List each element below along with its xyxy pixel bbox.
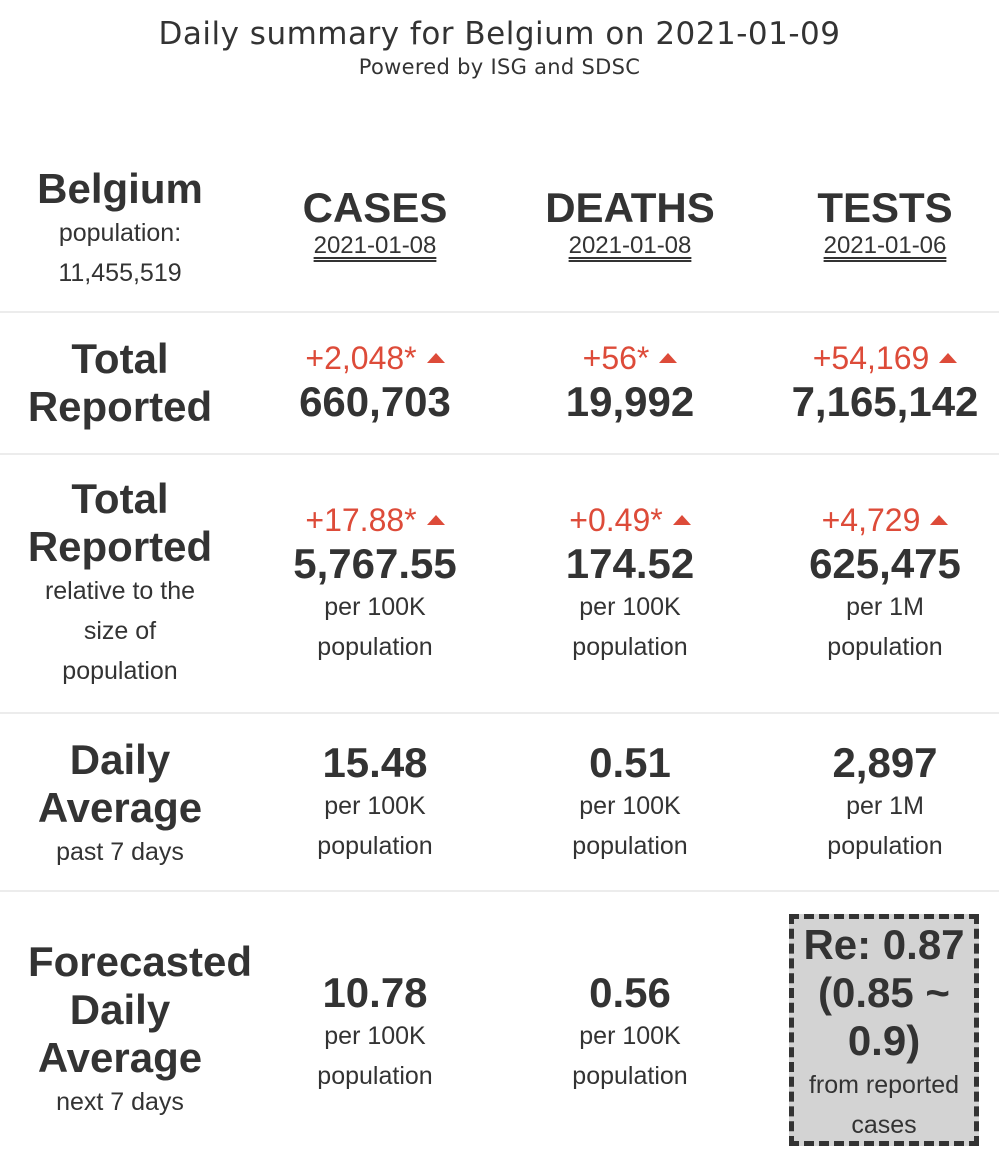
- deaths-daily-unit2: population: [572, 832, 688, 860]
- triangle-up-icon: [426, 514, 445, 525]
- deaths-relative-value: 174.52: [565, 540, 695, 587]
- tests-total-cell: +54,169 7,165,142: [760, 337, 999, 425]
- row-label-line: Reported: [27, 523, 213, 570]
- cases-forecast-cell: 10.78 per 100K population: [250, 970, 500, 1096]
- row-label-line: Reported: [27, 383, 213, 430]
- row-label-line: Total: [71, 335, 169, 382]
- deaths-total-value: 19,992: [565, 378, 695, 425]
- deaths-relative-cell: +0.49* 174.52 per 100K population: [505, 499, 755, 667]
- row-divider: [0, 453, 999, 455]
- deaths-date: 2021-01-08: [568, 232, 692, 259]
- row-label-line: Daily: [69, 736, 171, 783]
- cases-total-delta: +2,048*: [250, 337, 500, 379]
- page-title: Daily summary for Belgium on 2021-01-09: [158, 16, 841, 52]
- row-divider: [0, 712, 999, 714]
- cases-forecast-value: 10.78: [322, 969, 428, 1016]
- daily-average-label: Daily Average past 7 days: [0, 736, 240, 872]
- tests-total-value: 7,165,142: [791, 378, 979, 425]
- deaths-forecast-cell: 0.56 per 100K population: [505, 970, 755, 1096]
- cases-header: CASES 2021-01-08: [250, 185, 500, 261]
- tests-total-delta: +54,169: [760, 337, 999, 379]
- deaths-label: DEATHS: [545, 184, 715, 231]
- cases-relative-unit2: population: [317, 633, 433, 661]
- tests-label: TESTS: [817, 184, 953, 231]
- cases-daily-unit2: population: [317, 832, 433, 860]
- triangle-up-icon: [659, 352, 678, 363]
- triangle-up-icon: [930, 514, 949, 525]
- deaths-total-delta: +56*: [505, 337, 755, 379]
- row-sublabel: population: [62, 657, 178, 685]
- tests-relative-unit: per 1M: [846, 593, 924, 621]
- triangle-up-icon: [672, 514, 691, 525]
- re-value: Re: 0.87: [803, 921, 965, 968]
- cases-total-value: 660,703: [299, 378, 451, 425]
- cases-forecast-unit: per 100K: [324, 1022, 426, 1050]
- page-subtitle: Powered by ISG and SDSC: [358, 55, 641, 79]
- row-sublabel: relative to the: [44, 577, 196, 605]
- deaths-relative-unit: per 100K: [579, 593, 681, 621]
- country-cell: Belgium population: 11,455,519: [0, 165, 240, 293]
- re-interval-end: 0.9): [847, 1017, 921, 1064]
- cases-total-cell: +2,048* 660,703: [250, 337, 500, 425]
- cases-label: CASES: [302, 184, 448, 231]
- row-label-line: Daily: [69, 986, 171, 1033]
- triangle-up-icon: [426, 352, 445, 363]
- tests-relative-cell: +4,729 625,475 per 1M population: [760, 499, 999, 667]
- tests-relative-value: 625,475: [809, 540, 961, 587]
- re-source: from reported: [808, 1071, 960, 1099]
- cases-daily-unit: per 100K: [324, 792, 426, 820]
- row-divider: [0, 890, 999, 892]
- deaths-forecast-value: 0.56: [589, 969, 671, 1016]
- tests-header: TESTS 2021-01-06: [760, 185, 999, 261]
- deaths-header: DEATHS 2021-01-08: [505, 185, 755, 261]
- deaths-daily-value: 0.51: [589, 739, 671, 786]
- row-sublabel: size of: [83, 617, 157, 645]
- cases-relative-value: 5,767.55: [293, 540, 457, 587]
- deaths-daily-cell: 0.51 per 100K population: [505, 740, 755, 866]
- tests-daily-value: 2,897: [832, 739, 938, 786]
- country-name: Belgium: [37, 165, 203, 212]
- cases-relative-cell: +17.88* 5,767.55 per 100K population: [250, 499, 500, 667]
- row-label-line: Average: [37, 1034, 203, 1081]
- deaths-relative-delta: +0.49*: [505, 499, 755, 541]
- re-estimate-box: Re: 0.87 (0.85 ~ 0.9) from reported case…: [789, 914, 979, 1146]
- cases-date: 2021-01-08: [313, 232, 437, 259]
- total-reported-label: Total Reported: [0, 335, 240, 431]
- triangle-up-icon: [939, 352, 958, 363]
- row-divider: [0, 311, 999, 313]
- population-label: population:: [58, 219, 182, 247]
- relative-label: Total Reported relative to the size of p…: [0, 475, 240, 691]
- tests-relative-delta: +4,729: [760, 499, 999, 541]
- row-sublabel: next 7 days: [56, 1088, 184, 1116]
- deaths-relative-unit2: population: [572, 633, 688, 661]
- tests-date: 2021-01-06: [823, 232, 947, 259]
- deaths-daily-unit: per 100K: [579, 792, 681, 820]
- cases-daily-cell: 15.48 per 100K population: [250, 740, 500, 866]
- tests-daily-unit2: population: [827, 832, 943, 860]
- row-label-line: Total: [71, 475, 169, 522]
- tests-relative-unit2: population: [827, 633, 943, 661]
- tests-daily-cell: 2,897 per 1M population: [760, 740, 999, 866]
- cases-daily-value: 15.48: [322, 739, 428, 786]
- row-label-line: Average: [37, 784, 203, 831]
- page-header: Daily summary for Belgium on 2021-01-09 …: [0, 14, 999, 80]
- deaths-forecast-unit: per 100K: [579, 1022, 681, 1050]
- re-interval: (0.85 ~: [818, 969, 950, 1016]
- cases-relative-delta: +17.88*: [250, 499, 500, 541]
- re-source-line2: cases: [851, 1111, 917, 1139]
- row-sublabel: past 7 days: [56, 838, 184, 866]
- cases-relative-unit: per 100K: [324, 593, 426, 621]
- tests-daily-unit: per 1M: [846, 792, 924, 820]
- population-value: 11,455,519: [58, 259, 182, 287]
- forecast-label: Forecasted Daily Average next 7 days: [0, 938, 280, 1122]
- deaths-total-cell: +56* 19,992: [505, 337, 755, 425]
- deaths-forecast-unit2: population: [572, 1062, 688, 1090]
- row-label-line: Forecasted: [27, 938, 253, 985]
- cases-forecast-unit2: population: [317, 1062, 433, 1090]
